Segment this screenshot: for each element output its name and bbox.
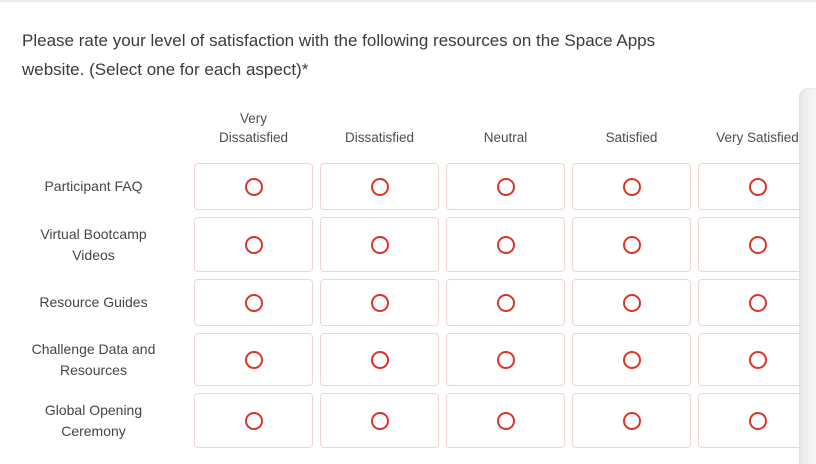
radio-button[interactable] <box>370 293 389 312</box>
radio-button[interactable] <box>622 177 641 196</box>
row-label-global-opening-ceremony: Global Opening Ceremony <box>44 401 143 439</box>
radio-participant-faq-neutral[interactable] <box>446 163 565 210</box>
radio-button[interactable] <box>370 177 389 196</box>
scrollbar[interactable] <box>799 88 816 464</box>
radio-button[interactable] <box>748 177 767 196</box>
column-header-very-dissatisfied: Very Dissatisfied <box>218 111 289 145</box>
radio-challenge-data-and-resources-satisfied[interactable] <box>572 333 691 386</box>
radio-virtual-bootcamp-videos-very-satisfied[interactable] <box>698 217 816 272</box>
radio-resource-guides-very-satisfied[interactable] <box>698 279 816 326</box>
radio-button[interactable] <box>496 293 515 312</box>
radio-challenge-data-and-resources-neutral[interactable] <box>446 333 565 386</box>
radio-virtual-bootcamp-videos-satisfied[interactable] <box>572 217 691 272</box>
radio-virtual-bootcamp-videos-neutral[interactable] <box>446 217 565 272</box>
radio-virtual-bootcamp-videos-very-dissatisfied[interactable] <box>194 217 313 272</box>
radio-button[interactable] <box>622 235 641 254</box>
radio-global-opening-ceremony-satisfied[interactable] <box>572 393 691 448</box>
radio-button[interactable] <box>370 411 389 430</box>
radio-participant-faq-very-dissatisfied[interactable] <box>194 163 313 210</box>
radio-button[interactable] <box>370 235 389 254</box>
radio-resource-guides-dissatisfied[interactable] <box>320 279 439 326</box>
radio-global-opening-ceremony-dissatisfied[interactable] <box>320 393 439 448</box>
radio-button[interactable] <box>496 411 515 430</box>
radio-global-opening-ceremony-neutral[interactable] <box>446 393 565 448</box>
row-label-challenge-data-and-resources: Challenge Data and Resources <box>31 340 156 378</box>
radio-button[interactable] <box>748 235 767 254</box>
radio-virtual-bootcamp-videos-dissatisfied[interactable] <box>320 217 439 272</box>
column-header-dissatisfied: Dissatisfied <box>344 130 415 145</box>
radio-resource-guides-very-dissatisfied[interactable] <box>194 279 313 326</box>
radio-participant-faq-satisfied[interactable] <box>572 163 691 210</box>
matrix-corner-spacer <box>0 100 187 156</box>
radio-button[interactable] <box>748 411 767 430</box>
radio-button[interactable] <box>622 411 641 430</box>
radio-button[interactable] <box>622 350 641 369</box>
row-label-participant-faq: Participant FAQ <box>44 178 143 194</box>
radio-button[interactable] <box>748 350 767 369</box>
radio-button[interactable] <box>496 235 515 254</box>
radio-button[interactable] <box>622 293 641 312</box>
radio-button[interactable] <box>748 293 767 312</box>
row-label-virtual-bootcamp-videos: Virtual Bootcamp Videos <box>40 225 147 263</box>
radio-button[interactable] <box>244 177 263 196</box>
radio-button[interactable] <box>496 177 515 196</box>
radio-resource-guides-neutral[interactable] <box>446 279 565 326</box>
row-label-resource-guides: Resource Guides <box>39 294 148 310</box>
radio-participant-faq-very-satisfied[interactable] <box>698 163 816 210</box>
column-header-very-satisfied: Very Satisfied <box>716 130 799 145</box>
radio-button[interactable] <box>244 411 263 430</box>
question-text: Please rate your level of satisfaction w… <box>22 31 656 79</box>
radio-button[interactable] <box>496 350 515 369</box>
radio-challenge-data-and-resources-very-dissatisfied[interactable] <box>194 333 313 386</box>
radio-button[interactable] <box>244 293 263 312</box>
radio-button[interactable] <box>244 350 263 369</box>
radio-participant-faq-dissatisfied[interactable] <box>320 163 439 210</box>
radio-resource-guides-satisfied[interactable] <box>572 279 691 326</box>
radio-challenge-data-and-resources-very-satisfied[interactable] <box>698 333 816 386</box>
satisfaction-matrix: Very Dissatisfied Dissatisfied Neutral S… <box>0 100 816 448</box>
top-divider <box>0 0 816 2</box>
radio-global-opening-ceremony-very-satisfied[interactable] <box>698 393 816 448</box>
column-header-neutral: Neutral <box>483 130 528 145</box>
radio-button[interactable] <box>370 350 389 369</box>
column-header-satisfied: Satisfied <box>605 130 658 145</box>
radio-button[interactable] <box>244 235 263 254</box>
radio-global-opening-ceremony-very-dissatisfied[interactable] <box>194 393 313 448</box>
radio-challenge-data-and-resources-dissatisfied[interactable] <box>320 333 439 386</box>
